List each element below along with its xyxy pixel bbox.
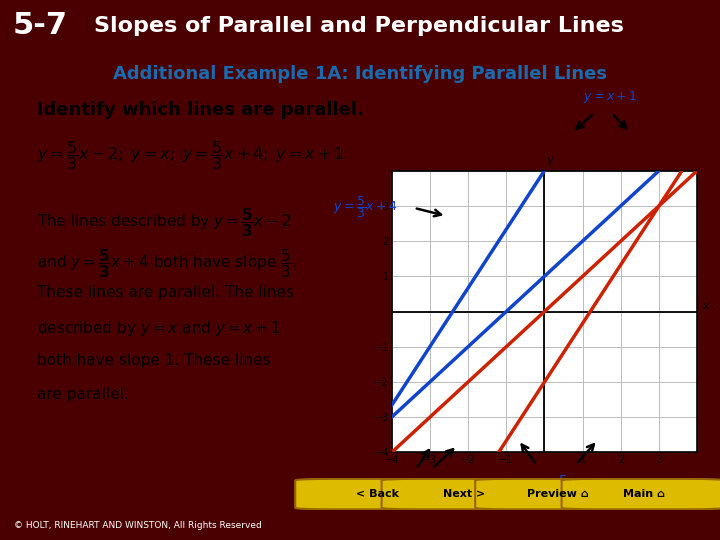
Text: Slopes of Parallel and Perpendicular Lines: Slopes of Parallel and Perpendicular Lin… xyxy=(94,16,624,36)
FancyBboxPatch shape xyxy=(562,479,720,509)
Text: Next >: Next > xyxy=(444,489,485,499)
Text: $y = \dfrac{5}{3}x - 2;\; y = x;\; y = \dfrac{5}{3}x + 4;\; y = x + 1$: $y = \dfrac{5}{3}x - 2;\; y = x;\; y = \… xyxy=(37,139,344,172)
Text: $\mathit{y} = x + 1$: $\mathit{y} = x + 1$ xyxy=(583,89,637,105)
Text: x: x xyxy=(703,301,710,311)
Text: The lines described by $y = \dfrac{\mathbf{5}}{\mathbf{3}}x - 2$: The lines described by $y = \dfrac{\math… xyxy=(37,207,292,239)
FancyBboxPatch shape xyxy=(475,479,637,509)
Text: Identify which lines are parallel.: Identify which lines are parallel. xyxy=(37,100,364,119)
Text: $\mathit{y} = x$: $\mathit{y} = x$ xyxy=(407,478,439,492)
Text: These lines are parallel. The lines: These lines are parallel. The lines xyxy=(37,285,294,300)
Text: both have slope 1. These lines: both have slope 1. These lines xyxy=(37,353,271,368)
FancyBboxPatch shape xyxy=(382,479,544,509)
FancyBboxPatch shape xyxy=(295,479,457,509)
Text: are parallel.: are parallel. xyxy=(37,387,128,402)
Text: $\mathit{y} = \dfrac{5}{3}x + 4$: $\mathit{y} = \dfrac{5}{3}x + 4$ xyxy=(333,194,397,219)
Text: Preview ⌂: Preview ⌂ xyxy=(527,489,589,499)
Text: y: y xyxy=(547,156,554,165)
Text: © HOLT, RINEHART AND WINSTON, All Rights Reserved: © HOLT, RINEHART AND WINSTON, All Rights… xyxy=(14,521,262,530)
Text: and $y = \dfrac{\mathbf{5}}{\mathbf{3}}x + 4$ both have slope $\dfrac{5}{3}$.: and $y = \dfrac{\mathbf{5}}{\mathbf{3}}x… xyxy=(37,247,297,280)
Text: Main ⌂: Main ⌂ xyxy=(624,489,665,499)
Text: $\mathit{y} = \dfrac{5}{3}x - 2$: $\mathit{y} = \dfrac{5}{3}x - 2$ xyxy=(535,473,599,499)
Text: Additional Example 1A: Identifying Parallel Lines: Additional Example 1A: Identifying Paral… xyxy=(113,65,607,83)
Text: 5-7: 5-7 xyxy=(13,11,68,40)
Text: < Back: < Back xyxy=(356,489,400,499)
Text: described by $y = x$ and $y = x + 1$: described by $y = x$ and $y = x + 1$ xyxy=(37,319,281,338)
